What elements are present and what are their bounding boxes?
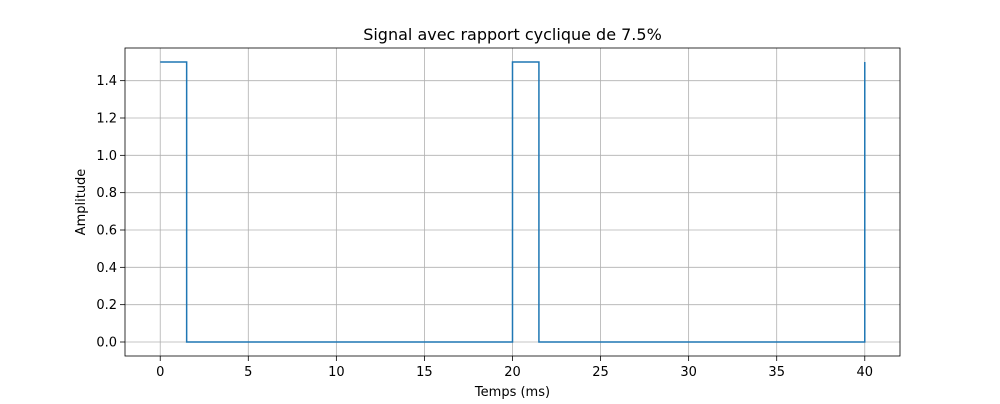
series-line-0 bbox=[160, 61, 866, 343]
x-tick-label: 30 bbox=[680, 365, 697, 380]
chart-title: Signal avec rapport cyclique de 7.5% bbox=[363, 25, 662, 44]
x-tick-label: 10 bbox=[328, 365, 345, 380]
series-layer bbox=[160, 61, 866, 343]
x-tick-label: 25 bbox=[592, 365, 609, 380]
x-tick-label: 35 bbox=[768, 365, 785, 380]
y-tick-label: 0.8 bbox=[96, 186, 117, 201]
y-tick-label: 0.6 bbox=[96, 224, 117, 239]
y-tick-label: 0.4 bbox=[96, 261, 117, 276]
x-tick-label: 5 bbox=[244, 365, 252, 380]
y-tick-label: 1.4 bbox=[96, 74, 117, 89]
y-tick-label: 0.0 bbox=[96, 336, 117, 351]
y-tick-label: 1.0 bbox=[96, 149, 117, 164]
x-axis-ticks: 0 5 10 15 20 25 30 35 40 bbox=[156, 356, 873, 380]
x-tick-label: 15 bbox=[416, 365, 433, 380]
x-tick-label: 0 bbox=[156, 365, 164, 380]
y-tick-label: 0.2 bbox=[96, 298, 117, 313]
y-axis-label: Amplitude bbox=[74, 169, 89, 236]
y-tick-label: 1.2 bbox=[96, 112, 117, 127]
x-tick-label: 20 bbox=[504, 365, 521, 380]
x-axis-label: Temps (ms) bbox=[474, 385, 550, 400]
x-tick-label: 40 bbox=[856, 365, 873, 380]
y-axis-ticks: 0.0 0.2 0.4 0.6 0.8 1.0 1.2 1.4 bbox=[96, 74, 125, 351]
